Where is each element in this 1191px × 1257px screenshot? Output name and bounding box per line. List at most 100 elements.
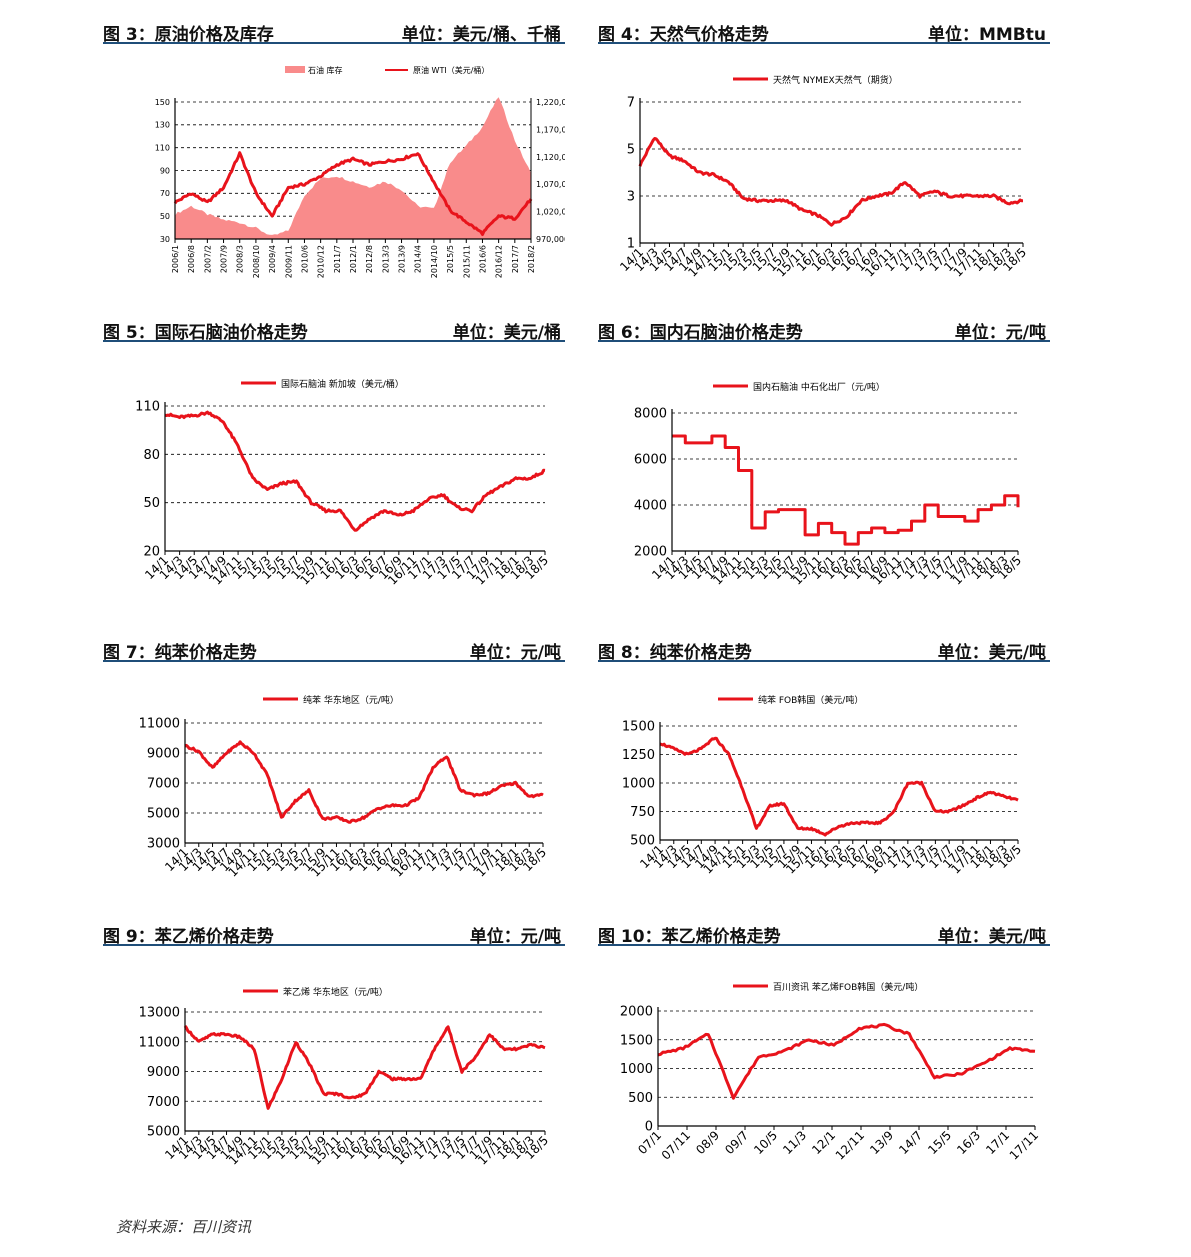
fig7-title: 图 7：纯苯价格走势 (103, 643, 257, 663)
fig3-xtick: 2016/6 (478, 245, 487, 273)
fig5-chart: 20508011014/114/314/514/714/914/1115/115… (135, 378, 551, 588)
fig7-header: 图 7：纯苯价格走势 单位：元/吨 (103, 630, 565, 663)
source-note: 资料来源：百川资讯 (116, 1218, 252, 1236)
fig3-xtick: 2017/7 (511, 245, 520, 273)
fig3-xtick: 2006/8 (187, 245, 196, 273)
fig8-ytick: 1500 (622, 720, 655, 735)
fig10-xtick: 15/5 (925, 1128, 954, 1157)
fig7-series-0-line (184, 740, 544, 824)
fig10-xtick: 07/11 (659, 1128, 693, 1162)
fig7-legend-label: 纯苯 华东地区（元/吨） (303, 694, 399, 706)
fig3-legend-label-1: 原油 WTI（美元/桶） (413, 65, 489, 75)
fig3-ytick: 90 (160, 166, 170, 175)
fig9-series-0-line (183, 1024, 546, 1110)
fig5-ytick: 20 (143, 545, 160, 560)
fig6-series-0-line (672, 434, 1020, 546)
fig3-xtick: 2012/8 (365, 245, 374, 273)
fig7-ytick: 11000 (139, 717, 180, 732)
fig10-xtick: 12/11 (833, 1128, 867, 1162)
fig10-legend-label: 百川资讯 苯乙烯FOB韩国（美元/吨） (773, 981, 923, 993)
fig9-ytick: 13000 (139, 1006, 180, 1021)
fig3-ytick: 30 (160, 235, 170, 244)
fig3-xtick: 2018/2 (527, 245, 536, 273)
fig3-unit: 单位：美元/桶、千桶 (401, 25, 561, 45)
fig8-legend-label: 纯苯 FOB韩国（美元/吨） (758, 694, 863, 706)
fig9-ytick: 7000 (147, 1095, 180, 1110)
fig3-y2tick: 1,020,000 (536, 208, 565, 217)
fig3-xtick: 2014/10 (430, 245, 439, 278)
fig3-ytick: 110 (155, 143, 170, 152)
fig3-xtick: 2015/11 (462, 245, 471, 278)
fig4-series-0-line (638, 137, 1023, 227)
fig5-title: 图 5：国际石脑油价格走势 (103, 323, 308, 343)
fig10-xtick: 13/9 (867, 1128, 896, 1157)
fig10-xtick: 16/3 (954, 1128, 983, 1157)
fig9-chart: 500070009000110001300014/114/314/514/714… (139, 986, 551, 1168)
fig10-unit: 单位：美元/吨 (937, 927, 1046, 947)
fig3-xtick: 2012/1 (349, 245, 358, 273)
fig3-y2tick: 1,120,000 (536, 153, 565, 162)
fig4-legend-label: 天然气 NYMEX天然气（期货） (773, 74, 898, 86)
fig8-header: 图 8：纯苯价格走势 单位：美元/吨 (598, 630, 1050, 663)
fig10-xtick: 17/11 (1007, 1128, 1041, 1162)
fig6-header: 图 6：国内石脑油价格走势 单位：元/吨 (598, 310, 1050, 343)
fig7-unit: 单位：元/吨 (469, 643, 561, 663)
fig3-xtick: 2007/9 (220, 245, 229, 273)
fig8-series-0-line (659, 736, 1019, 837)
fig4-ytick: 3 (627, 190, 635, 205)
fig10-series-0-line (657, 1022, 1036, 1100)
fig5-unit: 单位：美元/桶 (452, 323, 561, 343)
fig9-header: 图 9：苯乙烯价格走势 单位：元/吨 (103, 914, 565, 947)
fig8-unit: 单位：美元/吨 (937, 643, 1046, 663)
fig3-header: 图 3：原油价格及库存 单位：美元/桶、千桶 (103, 12, 565, 45)
fig3-ytick: 150 (155, 98, 170, 107)
fig3-xtick: 2013/3 (381, 245, 390, 273)
fig3-y2tick: 1,220,000 (536, 98, 565, 107)
fig10-header: 图 10：苯乙烯价格走势 单位：美元/吨 (598, 914, 1050, 947)
fig3-series-1-line (173, 151, 533, 236)
fig5-ytick: 110 (135, 400, 160, 415)
fig3-ytick: 50 (160, 212, 170, 221)
fig9-unit: 单位：元/吨 (469, 927, 561, 947)
fig4-unit: 单位：MMBtu (927, 25, 1046, 45)
fig7-chart: 30005000700090001100014/114/314/514/714/… (139, 694, 549, 880)
fig8-ytick: 1250 (622, 748, 655, 763)
fig8-chart: 50075010001250150014/114/314/514/714/914… (622, 694, 1024, 877)
fig6-chart: 200040006000800014/114/314/514/714/914/1… (634, 381, 1024, 588)
fig5-series-0-line (164, 410, 546, 532)
fig3-y2tick: 970,000 (536, 235, 565, 244)
fig9-title: 图 9：苯乙烯价格走势 (103, 927, 274, 947)
fig3-xtick: 2008/10 (252, 245, 261, 278)
fig3-xtick: 2015/5 (446, 245, 455, 273)
fig3-xtick: 2016/12 (495, 245, 504, 278)
fig7-ytick: 5000 (147, 807, 180, 822)
fig10-ytick: 1500 (620, 1033, 653, 1048)
fig8-ytick: 500 (630, 834, 655, 849)
fig9-ytick: 5000 (147, 1125, 180, 1140)
fig3-xtick: 2010/12 (317, 245, 326, 278)
fig3-xtick: 2007/2 (203, 245, 212, 273)
fig6-ytick: 2000 (634, 545, 667, 560)
fig5-header: 图 5：国际石脑油价格走势 单位：美元/桶 (103, 310, 565, 343)
fig6-ytick: 4000 (634, 499, 667, 514)
fig3-series-0-area (175, 97, 531, 239)
fig3-y2tick: 1,070,000 (536, 180, 565, 189)
fig3-xtick: 2011/7 (333, 245, 342, 273)
fig8-ytick: 750 (630, 805, 655, 820)
fig3-y2tick: 1,170,000 (536, 125, 565, 134)
fig3-legend-swatch-0 (285, 66, 305, 73)
fig3-ytick: 70 (160, 189, 170, 198)
fig6-ytick: 6000 (634, 453, 667, 468)
fig3-xtick: 2008/3 (236, 245, 245, 273)
fig3-title: 图 3：原油价格及库存 (103, 25, 274, 45)
fig3-ytick: 130 (155, 121, 170, 130)
fig7-ytick: 7000 (147, 777, 180, 792)
fig4-title: 图 4：天然气价格走势 (598, 25, 769, 45)
fig3-chart: 30 50 70 90 110 130 150 970,000 1,020,000 1,070,0… (155, 65, 565, 278)
fig4-ytick: 1 (627, 237, 635, 252)
fig5-ytick: 50 (143, 496, 160, 511)
fig6-ytick: 8000 (634, 407, 667, 422)
fig3-xtick: 2014/4 (414, 245, 423, 273)
fig10-ytick: 2000 (620, 1005, 653, 1020)
